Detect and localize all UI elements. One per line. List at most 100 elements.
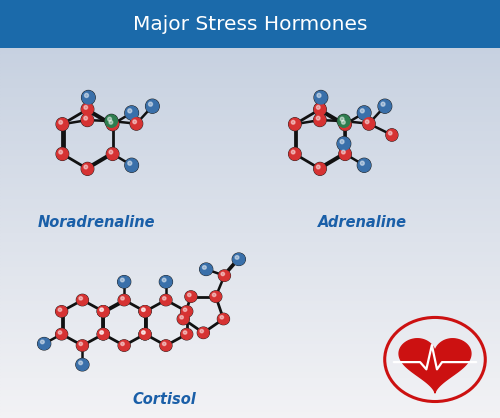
Bar (0, 252, 500, 255)
Circle shape (160, 340, 172, 351)
Bar (0, 79, 500, 82)
Circle shape (98, 306, 110, 317)
Bar (0, 212, 500, 214)
Bar (0, 82, 500, 85)
Circle shape (218, 314, 229, 324)
Bar (0, 135, 500, 138)
Bar (0, 366, 500, 369)
Circle shape (316, 165, 320, 169)
Text: Adrenaline: Adrenaline (318, 215, 406, 230)
Circle shape (139, 329, 151, 340)
Circle shape (160, 295, 172, 305)
Circle shape (120, 342, 124, 346)
Bar (0, 140, 500, 144)
Bar (0, 91, 500, 94)
Circle shape (130, 118, 142, 130)
Bar (0, 307, 500, 310)
Bar (0, 208, 500, 212)
Circle shape (108, 117, 112, 121)
Bar (0, 375, 500, 378)
Circle shape (56, 329, 68, 340)
Bar (0, 270, 500, 273)
Circle shape (105, 115, 118, 128)
Circle shape (180, 329, 192, 340)
Circle shape (178, 314, 189, 324)
Bar (0, 415, 500, 418)
Circle shape (142, 331, 145, 334)
Circle shape (200, 329, 203, 333)
Circle shape (314, 114, 326, 127)
Bar (0, 316, 500, 319)
Circle shape (337, 137, 350, 150)
Bar (0, 144, 500, 147)
Bar (0, 187, 500, 190)
Circle shape (378, 99, 392, 113)
Circle shape (198, 327, 209, 339)
Bar (0, 218, 500, 221)
Circle shape (146, 99, 159, 113)
Circle shape (79, 342, 82, 346)
Circle shape (314, 163, 326, 175)
Circle shape (140, 306, 150, 317)
Circle shape (97, 329, 109, 340)
Circle shape (56, 329, 67, 339)
Circle shape (56, 148, 68, 161)
Circle shape (342, 120, 345, 124)
Bar (0, 100, 500, 104)
Bar (0, 156, 500, 159)
Circle shape (118, 340, 130, 351)
Bar (0, 239, 500, 242)
Circle shape (219, 270, 230, 281)
Circle shape (338, 115, 350, 128)
Circle shape (188, 293, 191, 297)
Bar (0, 110, 500, 113)
Bar (0, 396, 500, 400)
Bar (0, 257, 500, 261)
Circle shape (84, 93, 88, 97)
Circle shape (128, 109, 132, 113)
Circle shape (181, 306, 192, 317)
Bar (0, 153, 500, 156)
Circle shape (84, 116, 87, 120)
Bar (0, 276, 500, 279)
Circle shape (340, 140, 344, 144)
Circle shape (100, 331, 103, 334)
Circle shape (289, 118, 300, 130)
Bar (0, 66, 500, 70)
Bar (0, 202, 500, 205)
Circle shape (358, 158, 371, 172)
Bar (0, 245, 500, 248)
Circle shape (107, 148, 118, 160)
Circle shape (82, 114, 93, 126)
Circle shape (82, 163, 93, 175)
Bar (0, 236, 500, 239)
Bar (0, 344, 500, 347)
Circle shape (81, 114, 94, 127)
Bar (0, 181, 500, 184)
Bar (0, 322, 500, 326)
Circle shape (288, 148, 301, 161)
Bar (0, 162, 500, 165)
Circle shape (314, 91, 327, 104)
Bar (0, 242, 500, 245)
Circle shape (140, 329, 150, 339)
Bar (0, 60, 500, 64)
Bar (0, 174, 500, 178)
Circle shape (363, 118, 374, 130)
Bar (0, 390, 500, 393)
Circle shape (210, 291, 222, 302)
Bar (0, 224, 500, 227)
Bar (0, 347, 500, 350)
Circle shape (314, 103, 326, 115)
Circle shape (59, 120, 62, 124)
Circle shape (184, 331, 187, 334)
Bar (0, 304, 500, 307)
Bar (0, 107, 500, 110)
Circle shape (106, 115, 118, 127)
Circle shape (98, 306, 108, 317)
Bar (0, 313, 500, 316)
Bar (0, 73, 500, 76)
Circle shape (162, 278, 166, 282)
Circle shape (314, 103, 326, 116)
Circle shape (77, 340, 88, 351)
